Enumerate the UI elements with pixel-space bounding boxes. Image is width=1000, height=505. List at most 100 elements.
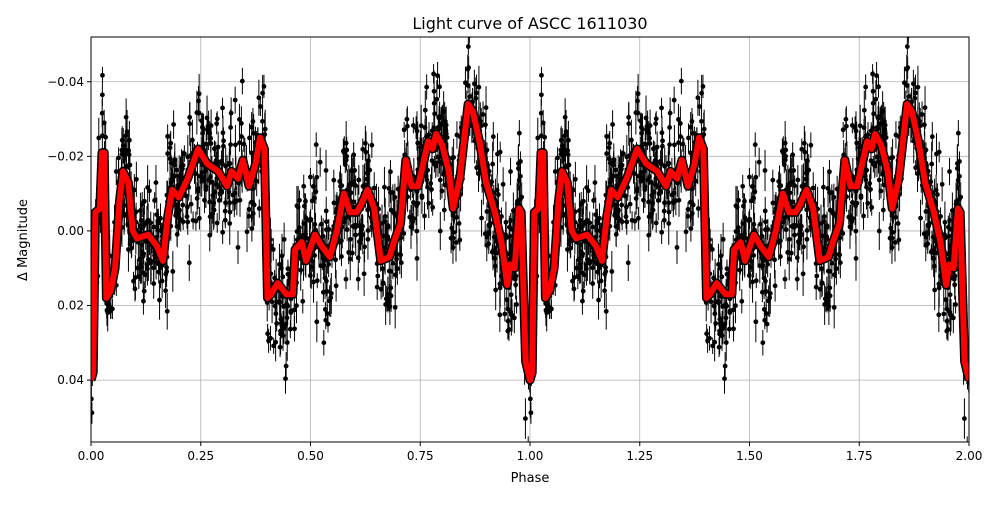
data-point [936, 312, 942, 318]
data-point [237, 197, 243, 203]
data-point [644, 123, 650, 129]
data-point [500, 181, 506, 187]
data-point [429, 158, 435, 164]
data-point [619, 202, 625, 208]
data-point [628, 137, 634, 143]
data-point [228, 125, 234, 130]
data-point [804, 236, 810, 242]
data-point [355, 276, 361, 282]
data-point [483, 122, 488, 128]
data-point [126, 137, 132, 143]
data-point [875, 115, 881, 121]
data-point [782, 276, 788, 282]
x-tick-label: 0.75 [407, 449, 434, 463]
data-point [338, 183, 343, 189]
data-point [493, 287, 499, 293]
data-point [671, 97, 677, 103]
data-point [313, 142, 319, 148]
data-point [739, 298, 745, 304]
data-point [853, 256, 859, 261]
data-point [257, 104, 263, 109]
data-point [139, 249, 145, 255]
data-point [558, 137, 564, 143]
data-point [324, 227, 329, 233]
data-point [127, 162, 132, 168]
data-point [613, 224, 619, 229]
data-point [155, 218, 161, 224]
data-point [568, 245, 574, 251]
data-point [244, 229, 250, 235]
data-point [653, 121, 659, 127]
data-point [716, 262, 721, 267]
x-tick-label: 0.00 [78, 449, 105, 463]
data-point [955, 177, 961, 183]
data-point [926, 223, 932, 229]
data-point [733, 229, 739, 234]
data-point [347, 236, 353, 242]
data-point [158, 265, 163, 270]
data-point [801, 140, 807, 146]
data-point [207, 199, 212, 205]
data-point [677, 121, 683, 126]
data-point [238, 121, 244, 126]
data-point [516, 130, 522, 136]
data-point [467, 94, 473, 99]
data-point [819, 266, 824, 272]
data-point [497, 149, 503, 155]
data-point [443, 128, 449, 134]
data-point [219, 188, 225, 194]
data-point [138, 217, 144, 223]
data-point [870, 100, 876, 106]
data-point [265, 331, 271, 337]
data-point [788, 168, 793, 174]
data-point [915, 84, 921, 90]
data-point [882, 128, 888, 134]
data-point [868, 158, 874, 164]
data-point [285, 266, 291, 272]
data-point [163, 288, 169, 294]
data-point [876, 84, 881, 90]
data-point [953, 302, 958, 307]
data-point [196, 91, 202, 97]
data-point [439, 188, 445, 194]
data-point [323, 208, 329, 214]
y-tick-label: 0.04 [57, 373, 84, 387]
data-point [239, 78, 245, 84]
data-point [362, 140, 368, 146]
data-point [749, 184, 755, 189]
data-point [880, 207, 886, 213]
data-point [212, 146, 217, 152]
data-point [361, 271, 367, 277]
data-point [955, 161, 960, 166]
data-point [747, 216, 753, 222]
data-point [363, 149, 369, 155]
data-point [535, 135, 541, 141]
data-point [343, 157, 349, 163]
data-point [770, 177, 776, 183]
data-point [437, 84, 442, 90]
data-point [720, 303, 726, 309]
data-point [658, 161, 664, 167]
data-point [746, 174, 752, 180]
data-point [410, 122, 416, 128]
data-point [565, 137, 571, 143]
data-point [814, 273, 820, 279]
data-point [326, 261, 332, 267]
data-point [850, 216, 856, 221]
data-point [646, 232, 652, 238]
data-point [895, 221, 901, 226]
data-point [228, 110, 234, 116]
data-point [712, 311, 718, 317]
data-point [853, 228, 859, 234]
data-point [528, 410, 534, 416]
data-point [947, 312, 953, 318]
data-point [422, 107, 428, 113]
data-point [171, 122, 176, 127]
data-point [298, 267, 304, 273]
data-point [805, 158, 810, 164]
data-point [655, 184, 661, 190]
data-point [878, 188, 884, 194]
data-point [177, 207, 182, 213]
data-point [853, 128, 859, 134]
data-point [365, 207, 371, 213]
